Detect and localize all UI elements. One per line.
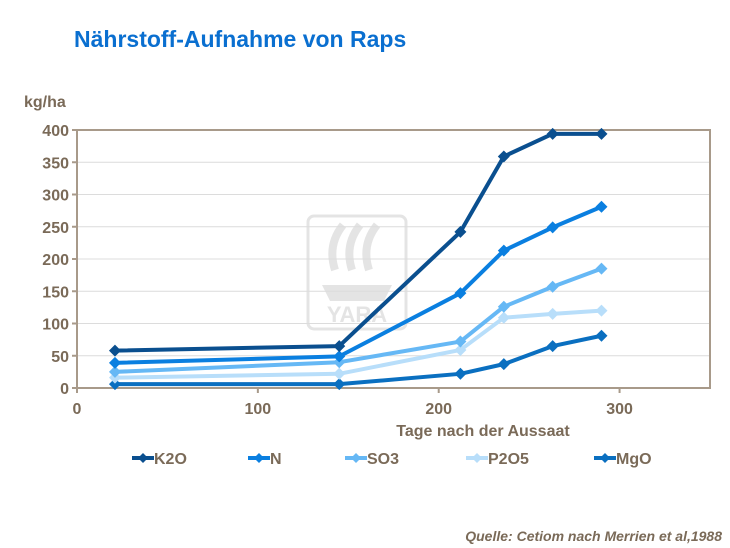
series-K2O <box>108 127 608 357</box>
y-tick-label: 400 <box>42 123 69 140</box>
data-point <box>333 340 346 353</box>
data-point <box>546 127 559 140</box>
data-point <box>595 262 608 275</box>
data-point <box>333 367 346 380</box>
data-point <box>333 350 346 363</box>
series-line <box>114 266 603 374</box>
y-tick-label: 100 <box>42 317 69 334</box>
x-tick-label: 300 <box>606 401 633 418</box>
plot-frame <box>76 129 711 389</box>
data-point <box>108 378 121 391</box>
legend-label: N <box>270 451 282 468</box>
data-point <box>595 127 608 140</box>
data-point <box>497 311 510 324</box>
legend-item-MgO: MgO <box>594 451 652 468</box>
data-point <box>497 300 510 313</box>
data-point <box>595 304 608 317</box>
x-tick-label: 200 <box>425 401 452 418</box>
data-point <box>454 225 467 238</box>
watermark-logo: YARA <box>306 214 408 331</box>
data-point <box>595 200 608 213</box>
legend-label: P2O5 <box>488 451 529 468</box>
data-point <box>497 358 510 371</box>
legend-marker <box>600 453 610 463</box>
y-tick-label: 300 <box>42 188 69 205</box>
y-axis-label: kg/ha <box>24 94 66 111</box>
y-tick-label: 0 <box>60 381 69 398</box>
y-tick-label: 200 <box>42 252 69 269</box>
series-line <box>114 308 602 380</box>
watermark-text: YARA <box>327 302 387 327</box>
data-point <box>108 356 121 369</box>
data-point <box>497 150 510 163</box>
x-axis-label: Tage nach der Aussaat <box>396 423 570 440</box>
source-note: Quelle: Cetiom nach Merrien et al,1988 <box>465 528 722 544</box>
legend-label: K2O <box>154 451 187 468</box>
chart-title: Nährstoff-Aufnahme von Raps <box>74 26 407 52</box>
series-MgO <box>108 329 608 391</box>
data-point <box>454 367 467 380</box>
data-point <box>454 335 467 348</box>
legend-item-SO3: SO3 <box>345 451 399 468</box>
legend-marker <box>138 453 148 463</box>
data-point <box>546 221 559 234</box>
data-point <box>333 378 346 391</box>
data-point <box>497 244 510 257</box>
y-tick-label: 350 <box>42 155 69 172</box>
data-point <box>454 343 467 356</box>
y-tick-label: 250 <box>42 220 69 237</box>
legend-marker <box>472 453 482 463</box>
data-point <box>108 344 121 357</box>
data-point <box>595 329 608 342</box>
data-point <box>546 340 559 353</box>
data-point <box>546 307 559 320</box>
data-point <box>108 365 121 378</box>
y-tick-label: 50 <box>51 349 69 366</box>
legend-marker <box>254 453 264 463</box>
data-point <box>546 280 559 293</box>
series-line <box>114 131 602 353</box>
legend-item-P2O5: P2O5 <box>466 451 529 468</box>
series-N <box>108 200 608 369</box>
series-SO3 <box>108 262 608 378</box>
series-line <box>114 333 602 387</box>
legend-marker <box>351 453 361 463</box>
data-point <box>454 287 467 300</box>
series-line <box>114 204 603 365</box>
y-tick-label: 150 <box>42 284 69 301</box>
x-tick-label: 0 <box>73 401 82 418</box>
legend-item-N: N <box>248 451 282 468</box>
legend-label: MgO <box>616 451 652 468</box>
legend-label: SO3 <box>367 451 399 468</box>
legend-item-K2O: K2O <box>132 451 187 468</box>
x-tick-label: 100 <box>245 401 272 418</box>
